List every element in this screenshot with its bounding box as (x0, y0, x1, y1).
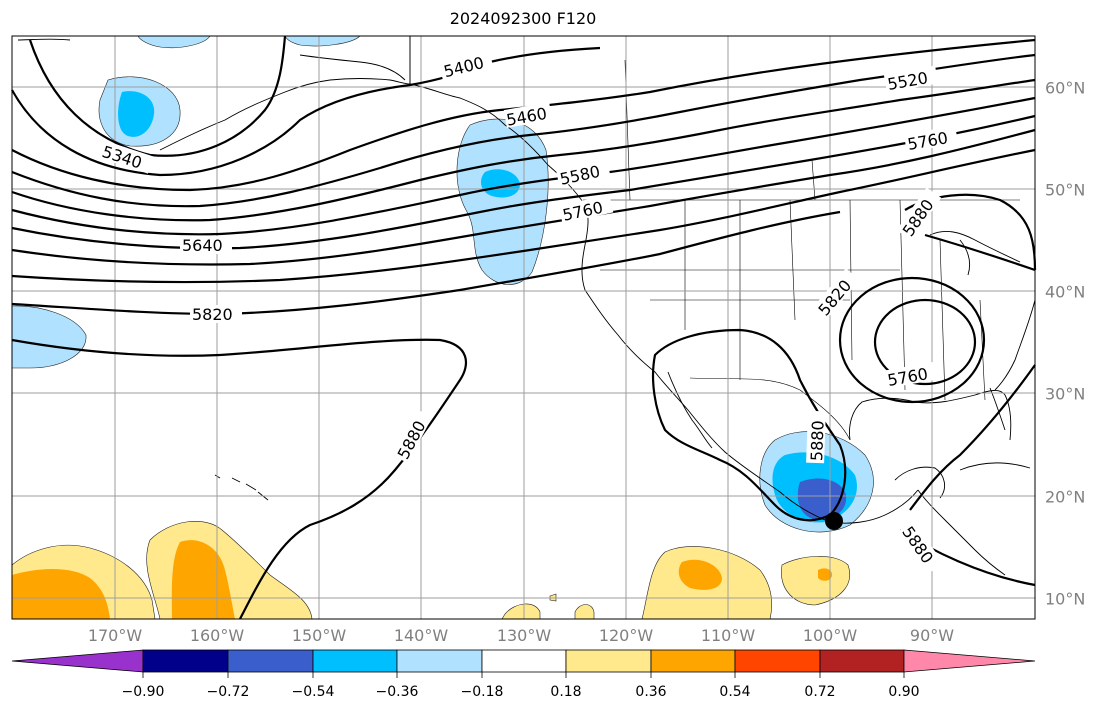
colorbar-swatch (650, 649, 736, 673)
colorbar-swatch (481, 649, 567, 673)
lon-label-130w: 130°W (496, 626, 552, 645)
contour-label-5880-c: 5880 (807, 420, 827, 461)
pos-anomaly-mid1-core (678, 559, 722, 590)
storm-center-marker (825, 512, 843, 530)
pos-anomaly-small2 (574, 604, 595, 620)
neg-anomaly-westedge (11, 305, 87, 369)
lat-label-20n: 20°N (1045, 487, 1086, 507)
lat-label-60n: 60°N (1045, 78, 1086, 98)
lon-label-90w: 90°W (909, 626, 955, 645)
neg-anomaly-gulf-core (480, 169, 520, 198)
colorbar-tick-label: 0.72 (804, 684, 836, 700)
pos-anomaly-mid2 (781, 556, 850, 606)
pos-anomaly-mid2-core (818, 568, 833, 581)
neg-anomaly-gulf-alaska (456, 118, 549, 285)
neg-anomaly-northtop (137, 35, 211, 49)
colorbar-over-triangle (903, 649, 1036, 673)
contour-label-5640: 5640 (182, 236, 223, 255)
contour-label-5820-a: 5820 (192, 305, 233, 324)
lat-label-30n: 30°N (1045, 384, 1086, 404)
pos-anomaly-sw1-core (12, 569, 110, 619)
lat-label-50n: 50°N (1045, 180, 1086, 200)
height-contours (11, 35, 1037, 620)
colorbar-tick-label: −0.72 (206, 684, 250, 700)
colorbar-tick-label: 0.90 (888, 684, 920, 700)
lon-label-150w: 150°W (291, 626, 347, 645)
lat-label-40n: 40°N (1045, 282, 1086, 302)
neg-anomaly-bering-core (118, 91, 155, 137)
lon-label-170w: 170°W (87, 626, 143, 645)
colorbar-tick-label: 0.54 (719, 684, 751, 700)
lat-label-10n: 10°N (1045, 589, 1086, 609)
colorbar-swatch (396, 649, 483, 673)
colorbar-tick-label: −0.90 (121, 684, 165, 700)
colorbar-tick-label: −0.18 (460, 684, 504, 700)
colorbar-swatch (312, 649, 398, 673)
colorbar-tick-label: 0.36 (635, 684, 667, 700)
lon-label-100w: 100°W (802, 626, 858, 645)
colorbar-swatch (819, 649, 905, 673)
pos-anomaly-small1 (501, 603, 541, 620)
neg-anomaly-northtop2 (284, 35, 361, 47)
pos-anomaly-sw2-core (171, 540, 235, 619)
colorbar-under-triangle (11, 649, 144, 673)
colorbar (11, 649, 1036, 678)
colorbar-swatch (565, 649, 652, 673)
lon-label-120w: 120°W (598, 626, 654, 645)
colorbar-tick-label: −0.54 (291, 684, 335, 700)
lon-label-110w: 110°W (700, 626, 756, 645)
gridlines (12, 36, 1035, 619)
colorbar-swatch (734, 649, 821, 673)
lon-label-160w: 160°W (189, 626, 245, 645)
colorbar-tick-label: 0.18 (550, 684, 582, 700)
lon-label-140w: 140°W (393, 626, 449, 645)
map-title: 2024092300 F120 (449, 9, 597, 28)
colorbar-swatch (227, 649, 314, 673)
colorbar-tick-label: −0.36 (375, 684, 419, 700)
colorbar-swatch (142, 649, 229, 673)
